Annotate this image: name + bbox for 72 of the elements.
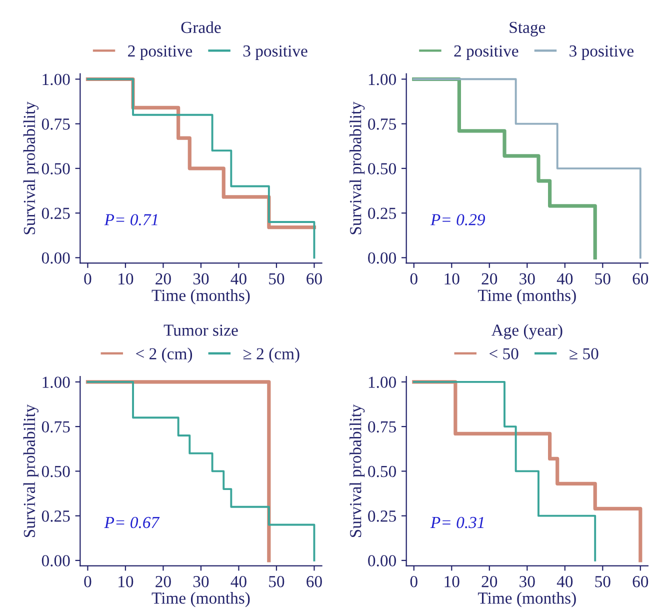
annotation: P= 0.31 [430, 516, 484, 528]
y-tick-label: 1.00 [42, 376, 70, 388]
legend-label: 3 positive [243, 45, 308, 60]
x-tick-label: 60 [632, 576, 648, 588]
y-axis-title: Survival probability [350, 102, 365, 234]
x-tick-label: 30 [520, 273, 535, 284]
x-tick-label: 50 [269, 576, 284, 588]
y-tick-label: 0.25 [42, 510, 70, 522]
y-axis-title: Survival probability [23, 404, 38, 537]
x-tick-label: 40 [556, 576, 573, 588]
y-tick-label: 0.00 [42, 252, 70, 264]
x-tick-label: 10 [444, 273, 460, 284]
x-tick-label: 30 [520, 576, 535, 588]
annotation: P= 0.67 [104, 516, 160, 528]
y-tick-label: 0.75 [42, 421, 70, 433]
y-tick-label: 0.00 [42, 555, 70, 566]
y-tick-label: 0.75 [42, 118, 70, 130]
legend-title: Age (year) [491, 324, 562, 340]
y-axis-title: Survival probability [23, 102, 38, 234]
legend-title: Stage [510, 22, 546, 36]
legend-label: 2 positive [454, 45, 518, 60]
x-tick-label: 50 [269, 273, 284, 284]
x-tick-label: 60 [632, 273, 648, 284]
legend-label: ≥ 50 [570, 348, 598, 360]
x-tick-label: 30 [193, 273, 209, 284]
x-tick-label: 50 [595, 273, 610, 284]
x-tick-label: 10 [444, 576, 460, 588]
x-tick-label: 10 [118, 576, 134, 588]
y-tick-label: 0.25 [368, 510, 396, 522]
x-tick-label: 40 [230, 273, 246, 284]
legend-label: ≥ 2 (cm) [243, 348, 300, 363]
x-tick-label: 30 [193, 576, 209, 588]
annotation: P= 0.71 [104, 214, 158, 226]
x-axis-title: Time (months) [152, 289, 250, 304]
y-tick-label: 0.50 [368, 163, 396, 174]
x-tick-label: 20 [156, 273, 171, 284]
y-tick-label: 1.00 [368, 376, 396, 388]
x-tick-label: 60 [306, 273, 322, 284]
y-axis-title: Survival probability [350, 404, 365, 537]
annotation: P= 0.29 [430, 214, 485, 226]
y-tick-label: 0.50 [42, 163, 70, 174]
x-tick-label: 10 [118, 273, 134, 284]
x-tick-label: 40 [230, 576, 246, 588]
x-axis-title: Time (months) [478, 592, 576, 608]
y-tick-label: 0.50 [42, 466, 70, 478]
x-tick-label: 50 [595, 576, 610, 588]
y-tick-label: 0.00 [368, 555, 396, 566]
x-tick-label: 20 [482, 273, 498, 284]
x-tick-label: 0 [410, 273, 418, 284]
x-tick-label: 0 [84, 576, 92, 588]
legend-label: < 50 [490, 348, 518, 360]
legend-title: Grade [181, 21, 221, 34]
y-tick-label: 0.75 [368, 118, 396, 130]
x-tick-label: 20 [156, 576, 171, 588]
y-tick-label: 0.25 [368, 208, 396, 220]
legend-title: Tumor size [164, 324, 238, 336]
x-axis-title: Time (months) [152, 592, 250, 608]
y-tick-label: 0.50 [368, 466, 396, 478]
x-tick-label: 40 [556, 273, 573, 284]
y-tick-label: 0.25 [42, 208, 70, 220]
y-tick-label: 0.75 [368, 421, 396, 433]
x-tick-label: 20 [482, 576, 498, 588]
legend-label: < 2 (cm) [136, 348, 192, 363]
x-tick-label: 60 [306, 576, 322, 588]
y-tick-label: 1.00 [368, 74, 396, 86]
y-tick-label: 0.00 [368, 252, 396, 264]
y-tick-label: 1.00 [42, 74, 70, 86]
x-axis-title: Time (months) [478, 289, 576, 304]
legend-label: 2 positive [128, 45, 192, 60]
x-tick-label: 0 [410, 576, 418, 588]
legend-label: 3 positive [570, 45, 634, 60]
x-tick-label: 0 [84, 273, 92, 284]
